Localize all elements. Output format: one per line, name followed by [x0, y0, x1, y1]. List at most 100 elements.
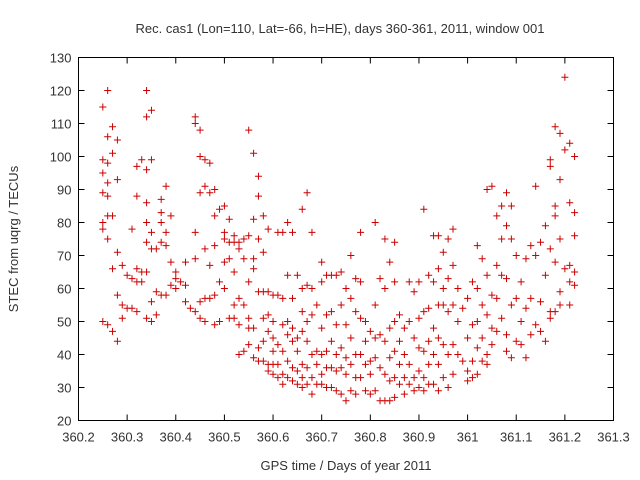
data-point [284, 318, 292, 325]
data-point [366, 357, 374, 365]
data-point [201, 156, 209, 164]
data-point [303, 281, 311, 289]
data-point [464, 334, 472, 342]
data-point [274, 341, 282, 349]
data-point [225, 255, 233, 263]
data-point [313, 301, 321, 309]
data-point [561, 265, 569, 273]
data-point [556, 288, 564, 296]
data-point [405, 380, 413, 388]
data-point [478, 255, 486, 263]
data-point [396, 380, 403, 388]
data-point [318, 370, 326, 378]
data-point [284, 219, 292, 226]
data-point [157, 238, 165, 246]
data-point [327, 364, 335, 372]
data-point [400, 351, 408, 358]
data-point [439, 341, 447, 349]
data-point [182, 298, 189, 306]
data-point [113, 337, 121, 345]
data-point [240, 235, 248, 243]
data-point [561, 146, 569, 154]
data-point [566, 301, 574, 309]
data-point [162, 182, 170, 190]
data-point [327, 308, 335, 316]
data-point [332, 351, 340, 358]
data-point [308, 390, 316, 398]
x-tick-label: 360.8 [354, 430, 387, 445]
data-point [303, 189, 311, 197]
data-point [405, 360, 413, 368]
data-point [240, 347, 248, 355]
data-point [556, 129, 564, 137]
data-point [133, 265, 141, 273]
data-point [152, 288, 160, 296]
data-point [313, 347, 321, 355]
data-point [396, 337, 403, 345]
data-point [216, 205, 224, 213]
data-point [391, 318, 399, 325]
data-point [454, 285, 462, 292]
data-point [162, 228, 170, 236]
data-point [532, 321, 540, 329]
data-point [201, 245, 209, 253]
data-point [541, 337, 549, 345]
data-point [546, 162, 554, 170]
data-point [430, 324, 438, 332]
data-point [245, 278, 253, 286]
data-point [434, 360, 442, 368]
data-point [284, 374, 292, 382]
x-tick-label: 361.3 [597, 430, 630, 445]
data-point [507, 235, 515, 243]
data-point [254, 235, 262, 243]
data-point [284, 331, 292, 339]
data-point [571, 268, 579, 276]
data-point [430, 380, 438, 388]
data-point [376, 364, 384, 372]
data-point [250, 215, 258, 223]
data-point [498, 202, 506, 210]
data-point [561, 73, 569, 81]
data-point [99, 189, 107, 197]
x-tick-label: 360.5 [208, 430, 241, 445]
data-point [415, 278, 423, 286]
data-point [254, 172, 262, 180]
data-point [381, 337, 389, 345]
data-point [308, 374, 316, 382]
data-point [488, 182, 496, 190]
data-point [503, 189, 510, 197]
data-point [415, 367, 423, 375]
data-point [396, 311, 403, 319]
data-point [143, 238, 151, 246]
data-point [556, 301, 564, 309]
data-point [434, 232, 442, 240]
data-point [308, 228, 316, 236]
data-point [250, 265, 258, 273]
data-point [352, 275, 360, 283]
y-tick-label: 90 [57, 183, 71, 198]
data-point [118, 314, 126, 322]
data-point [444, 351, 452, 358]
data-point [527, 242, 535, 250]
data-point [381, 285, 389, 292]
data-point [493, 327, 501, 335]
data-point [172, 268, 180, 276]
data-point [434, 265, 442, 273]
data-point [147, 298, 155, 306]
data-point [216, 278, 224, 286]
data-point [420, 347, 428, 355]
data-point [493, 294, 501, 302]
data-point [551, 202, 559, 210]
data-point [191, 228, 199, 236]
chart-title: Rec. cas1 (Lon=110, Lat=-66, h=HE), days… [136, 21, 545, 36]
data-point [323, 311, 331, 319]
data-point [361, 318, 369, 325]
y-tick-label: 20 [57, 414, 71, 429]
data-point [473, 285, 481, 292]
data-point [113, 248, 121, 256]
data-point [571, 209, 579, 217]
data-point [444, 384, 452, 391]
data-point [113, 291, 121, 299]
data-point [415, 384, 423, 391]
data-point [318, 351, 326, 358]
